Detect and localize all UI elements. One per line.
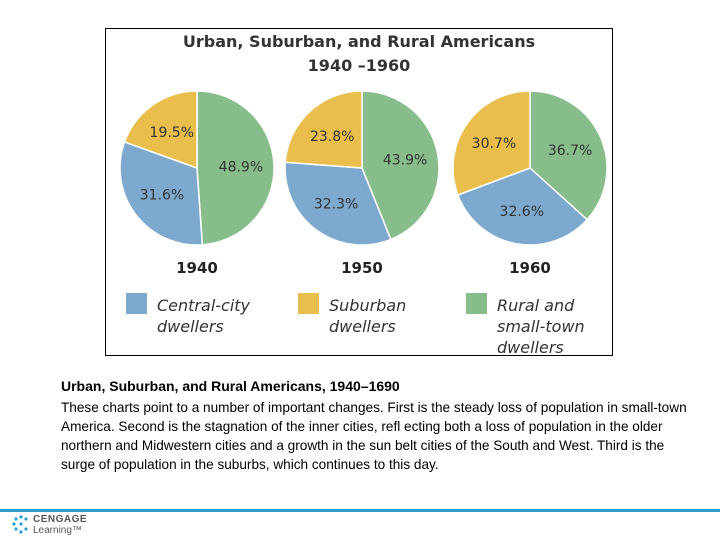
pie-1950-value-label: 43.9%: [383, 153, 427, 169]
pie-1950-slice-suburban-dwellers: [284, 90, 363, 169]
logo-text-line1: CENGAGE: [33, 514, 88, 525]
legend-label-suburban-dwellers: Suburban: [329, 296, 406, 315]
legend-label-rural-and-small-town-dwellers: dwellers: [497, 338, 564, 357]
caption-body: These charts point to a number of import…: [61, 400, 687, 472]
pie-charts: 48.9% 31.6% 19.5% 1940 43.9% 32.3% 23.8% 1950 36…: [119, 90, 608, 357]
chart-subtitle: 1940 –1960: [307, 56, 411, 75]
cengage-logo-icon: [12, 515, 28, 534]
pie-1940-value-label: 48.9%: [219, 160, 263, 176]
pie-year-label-1950: 1950: [341, 259, 383, 277]
pie-1960-value-label: 30.7%: [472, 136, 516, 152]
legend-swatch-rural-and-small-town-dwellers: [466, 293, 487, 314]
pie-year-label-1960: 1960: [509, 259, 551, 277]
caption: Urban, Suburban, and Rural Americans, 19…: [61, 378, 691, 474]
footer-divider: [0, 509, 720, 512]
caption-title: Urban, Suburban, and Rural Americans, 19…: [61, 378, 400, 394]
legend-label-central-city-dwellers: Central-city: [157, 296, 251, 315]
chart-figure: Urban, Suburban, and Rural Americans 194…: [105, 28, 613, 357]
pie-1940-value-label: 19.5%: [150, 125, 194, 141]
legend-swatch-suburban-dwellers: [298, 293, 319, 314]
pie-1940-slice-suburban-dwellers: [123, 90, 198, 170]
pie-1950-slice-rural-and-small-town-dwellers: [361, 90, 440, 241]
pie-1960-value-label: 32.6%: [500, 204, 544, 220]
pie-year-label-1940: 1940: [176, 259, 218, 277]
legend-label-suburban-dwellers: dwellers: [329, 317, 396, 336]
pie-1960-slice-suburban-dwellers: [452, 90, 531, 196]
pie-1940-slice-central-city-dwellers: [119, 140, 204, 246]
logo-text-line2: Learning™: [33, 525, 82, 536]
legend-swatch-central-city-dwellers: [126, 293, 147, 314]
legend-label-rural-and-small-town-dwellers: small-town: [497, 317, 585, 336]
pie-1960-slice-central-city-dwellers: [456, 167, 589, 246]
pie-1960-value-label: 36.7%: [548, 143, 592, 159]
pie-1950-value-label: 32.3%: [314, 196, 358, 212]
legend-label-rural-and-small-town-dwellers: Rural and: [497, 296, 575, 315]
pie-1950-value-label: 23.8%: [310, 129, 354, 145]
pie-1960-slice-rural-and-small-town-dwellers: [529, 90, 608, 221]
pie-1950-slice-central-city-dwellers: [284, 161, 392, 246]
chart-title: Urban, Suburban, and Rural Americans: [182, 32, 536, 51]
pie-1940-value-label: 31.6%: [140, 188, 184, 204]
cengage-logo: CENGAGE Learning™: [12, 514, 132, 538]
legend-label-central-city-dwellers: dwellers: [157, 317, 224, 336]
pie-1940-slice-rural-and-small-town-dwellers: [196, 90, 275, 246]
